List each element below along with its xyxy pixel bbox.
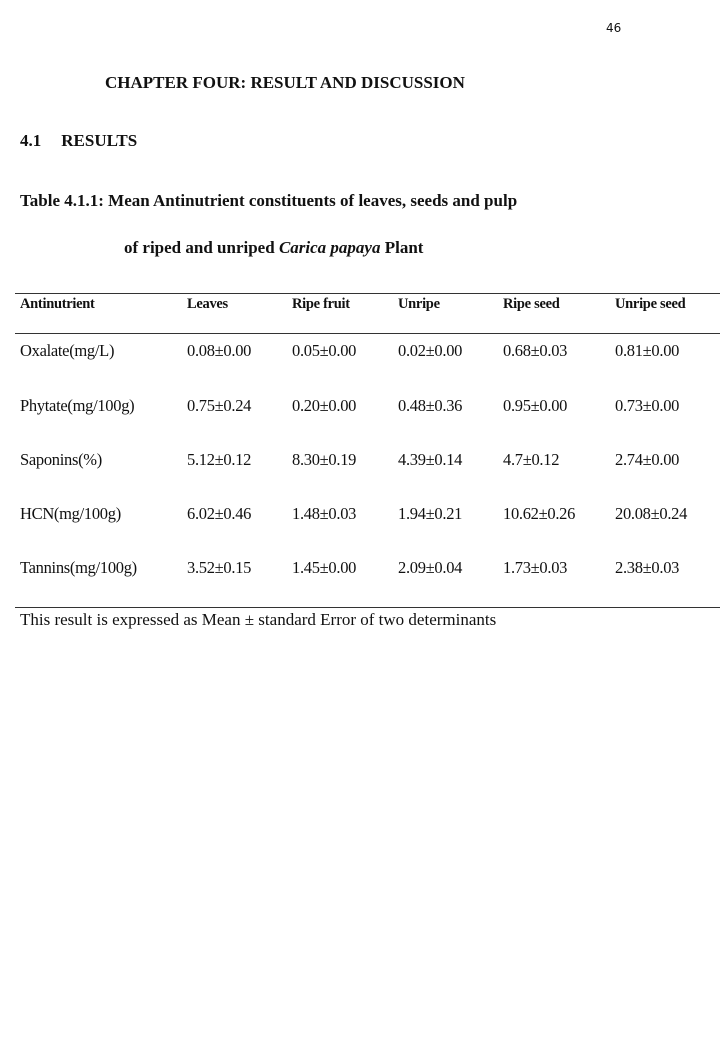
table-cell: 5.12±0.12 xyxy=(187,450,252,469)
page-number: 46 xyxy=(606,21,622,35)
row-label: Saponins(%) xyxy=(20,450,102,469)
column-header: Antinutrient xyxy=(20,296,95,312)
chapter-title: CHAPTER FOUR: RESULT AND DISCUSSION xyxy=(105,73,465,92)
table-cell: 1.94±0.21 xyxy=(398,504,463,523)
section-heading: 4.1 RESULTS xyxy=(20,131,137,151)
caption-prefix: of riped and unriped xyxy=(124,238,279,257)
table-cell: 0.95±0.00 xyxy=(503,396,568,415)
column-header: Ripe fruit xyxy=(292,296,350,312)
section-number: 4.1 xyxy=(20,131,42,150)
table-top-rule xyxy=(15,293,720,294)
column-header: Ripe seed xyxy=(503,296,560,312)
column-header: Leaves xyxy=(187,296,228,312)
row-label: Tannins(mg/100g) xyxy=(20,558,137,577)
column-header: Unripe xyxy=(398,296,440,312)
table-cell: 4.7±0.12 xyxy=(503,450,560,469)
table-cell: 2.38±0.03 xyxy=(615,558,680,577)
table-cell: 0.20±0.00 xyxy=(292,396,357,415)
table-cell: 1.45±0.00 xyxy=(292,558,357,577)
table-caption-line2: of riped and unriped Carica papaya Plant xyxy=(124,238,423,258)
table-cell: 0.48±0.36 xyxy=(398,396,463,415)
table-bottom-rule xyxy=(15,607,720,608)
table-cell: 1.48±0.03 xyxy=(292,504,357,523)
table-header-rule xyxy=(15,333,720,334)
table-cell: 2.09±0.04 xyxy=(398,558,463,577)
caption-species: Carica papaya xyxy=(278,238,381,257)
row-label: HCN(mg/100g) xyxy=(20,504,121,523)
table-cell: 6.02±0.46 xyxy=(187,504,252,523)
table-cell: 3.52±0.15 xyxy=(187,558,252,577)
table-cell: 4.39±0.14 xyxy=(398,450,463,469)
table-cell: 0.68±0.03 xyxy=(503,341,568,360)
table-cell: 20.08±0.24 xyxy=(615,504,688,523)
table-cell: 10.62±0.26 xyxy=(503,504,576,523)
table-note: This result is expressed as Mean ± stand… xyxy=(20,610,497,629)
table-cell: 0.08±0.00 xyxy=(187,341,252,360)
table-cell: 0.05±0.00 xyxy=(292,341,357,360)
table-cell: 2.74±0.00 xyxy=(615,450,680,469)
table-cell: 8.30±0.19 xyxy=(292,450,357,469)
table-caption-line1: Table 4.1.1: Mean Antinutrient constitue… xyxy=(20,191,518,210)
row-label: Oxalate(mg/L) xyxy=(20,341,115,360)
caption-suffix: Plant xyxy=(380,238,424,257)
table-cell: 0.73±0.00 xyxy=(615,396,680,415)
section-title: RESULTS xyxy=(61,131,138,150)
table-cell: 0.81±0.00 xyxy=(615,341,680,360)
table-cell: 0.75±0.24 xyxy=(187,396,252,415)
table-cell: 0.02±0.00 xyxy=(398,341,463,360)
column-header: Unripe seed xyxy=(615,296,686,312)
row-label: Phytate(mg/100g) xyxy=(20,396,135,415)
table-cell: 1.73±0.03 xyxy=(503,558,568,577)
